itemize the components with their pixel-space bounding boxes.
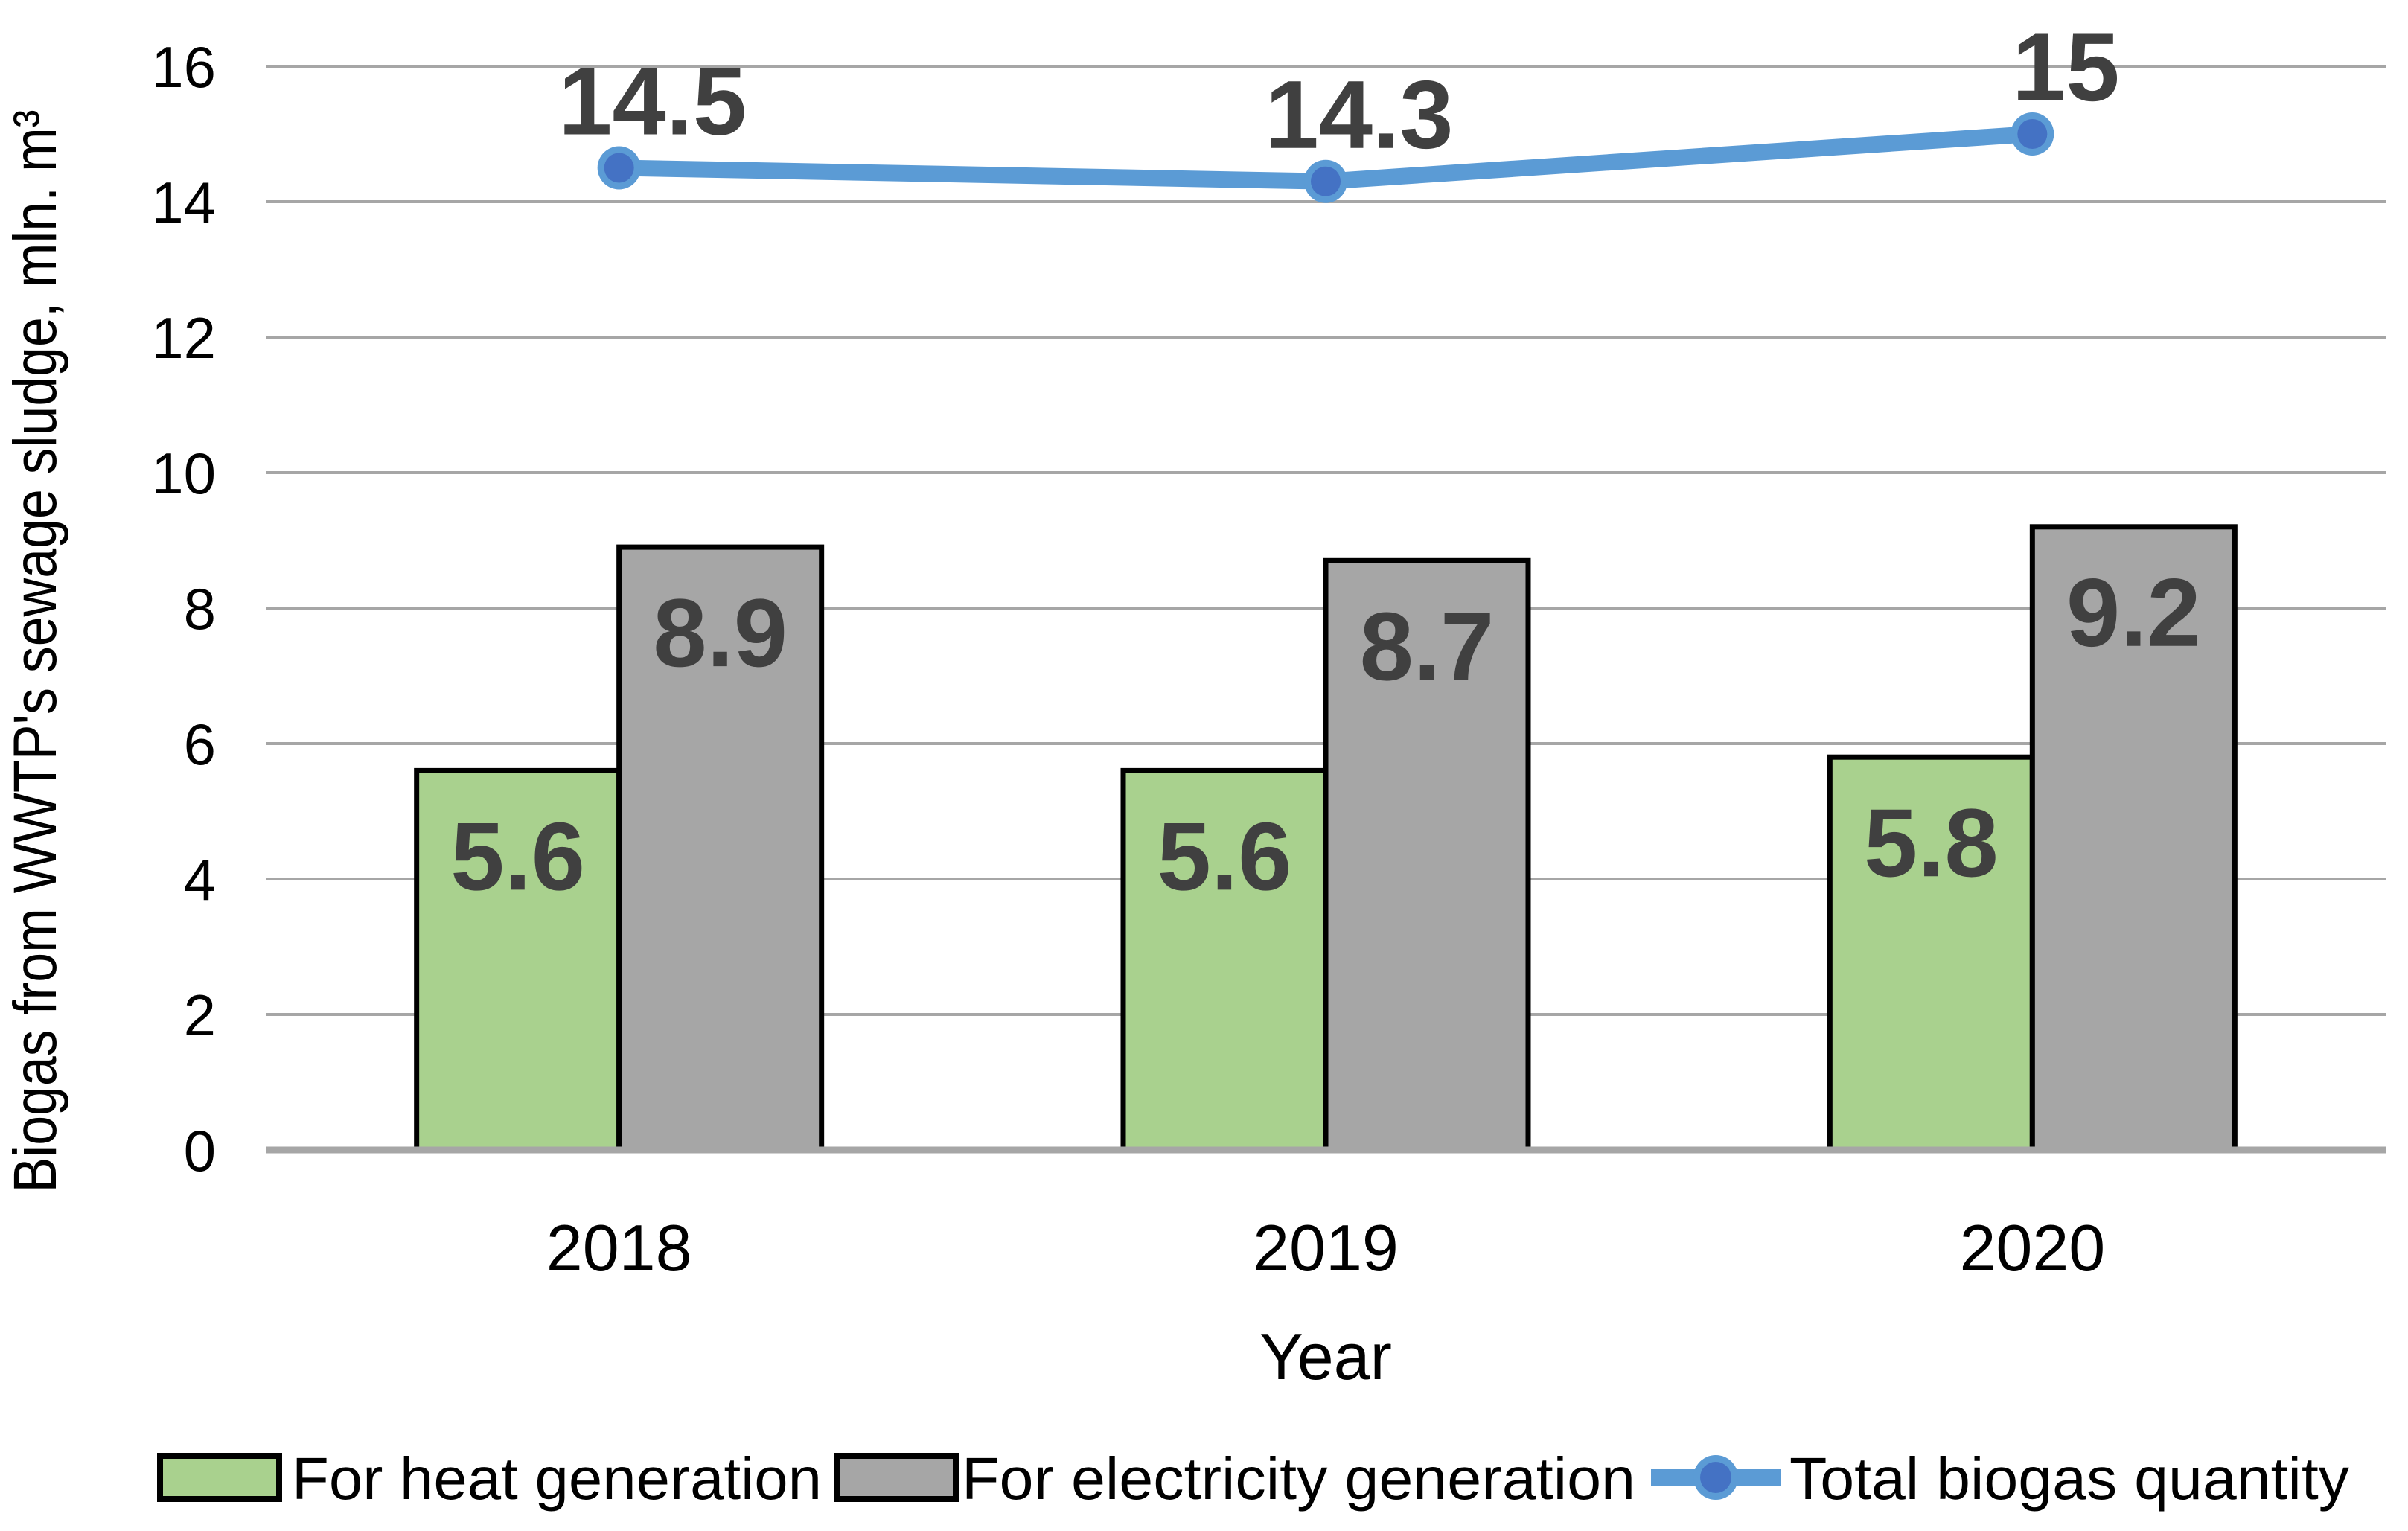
x-tick-label: 2020 [1959, 1211, 2105, 1285]
x-tick-label: 2019 [1253, 1211, 1399, 1285]
line-value-label: 14.5 [558, 47, 747, 156]
y-tick-label: 2 [184, 982, 216, 1048]
bar-electricity [1323, 557, 1531, 1153]
line-marker [2017, 119, 2048, 149]
legend-swatch-electricity [834, 1453, 959, 1502]
y-tick-label: 10 [151, 441, 216, 506]
bar-electricity [616, 544, 825, 1153]
legend-label: Total biogas quantity [1789, 1445, 2349, 1512]
y-tick-label: 4 [184, 847, 216, 912]
y-tick-label: 6 [184, 712, 216, 777]
line-value-label: 14.3 [1265, 60, 1453, 169]
y-tick-label: 0 [184, 1118, 216, 1183]
bar-value-label: 5.6 [1157, 802, 1292, 910]
y-axis-title: Biogas from WWTP's sewage sludge, mln. m… [1, 110, 69, 1193]
x-axis-title: Year [1259, 1320, 1392, 1393]
legend-swatch-heat [157, 1453, 282, 1502]
line-marker [604, 153, 634, 183]
legend: For heat generation For electricity gener… [157, 1445, 2349, 1512]
y-tick-label: 8 [184, 576, 216, 642]
y-tick-label: 16 [151, 34, 216, 100]
legend-marker [1700, 1462, 1731, 1493]
bar-heat [414, 767, 622, 1153]
bar-electricity [2029, 524, 2238, 1153]
bar-value-label: 8.7 [1360, 592, 1495, 700]
bar-value-label: 8.9 [653, 578, 788, 687]
y-tick-label: 12 [151, 305, 216, 371]
x-tick-label: 2018 [546, 1211, 692, 1285]
plot-area: 0 2 4 6 8 10 12 14 16 5.6 5.6 5.8 8.9 8.7 9.2 14.5 14.3 1… [151, 13, 2386, 1285]
legend-label: For electricity generation [962, 1445, 1635, 1512]
line-marker [1311, 166, 1341, 196]
y-tick-label: 14 [151, 170, 216, 235]
bar-value-label: 5.8 [1864, 788, 1999, 897]
bar-value-label: 9.2 [2066, 558, 2201, 667]
line-value-label: 15 [2012, 13, 2120, 121]
legend-label: For heat generation [292, 1445, 822, 1512]
bar-value-label: 5.6 [450, 802, 585, 910]
